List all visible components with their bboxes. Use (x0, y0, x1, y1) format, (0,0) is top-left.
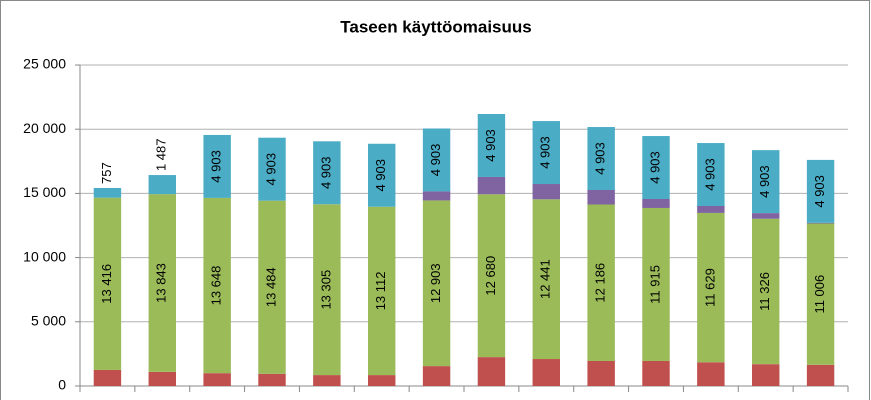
data-label: 13 843 (154, 263, 169, 303)
data-label: 13 484 (263, 267, 278, 307)
data-label: 13 305 (318, 270, 333, 310)
bar-segment (532, 184, 560, 200)
data-label: 4 903 (428, 144, 443, 177)
data-label: 13 112 (373, 272, 388, 311)
bar-segment (806, 364, 835, 386)
bar-segment (697, 362, 725, 386)
data-label: 11 326 (757, 272, 772, 311)
data-label: 11 006 (812, 275, 827, 314)
bar-segment (806, 159, 835, 223)
bar-segment (422, 366, 451, 386)
bar-segment (313, 375, 341, 386)
data-label: 4 903 (812, 175, 827, 208)
bar-segment (642, 198, 670, 208)
bar-segment (806, 222, 835, 224)
data-label: 4 903 (593, 142, 608, 175)
bar-segment (368, 143, 396, 207)
bar-segment (93, 369, 122, 386)
bar-segment (203, 134, 231, 198)
y-tick-label: 0 (58, 377, 66, 393)
bar-segment (368, 206, 396, 376)
data-label: 12 680 (483, 256, 498, 296)
bar-segment (642, 360, 670, 386)
bar-segment (477, 114, 506, 177)
bar-segment (587, 189, 615, 205)
bar-segment (477, 194, 506, 358)
bar-segment (203, 373, 231, 386)
bar-segment (587, 360, 615, 386)
data-label: 4 903 (757, 165, 772, 198)
bar-segment (313, 141, 341, 205)
data-label: 4 903 (647, 151, 662, 184)
data-label: 757 (99, 162, 114, 184)
data-label: 13 648 (209, 266, 224, 306)
bar-segment (422, 200, 451, 367)
data-label: 13 416 (99, 264, 114, 304)
y-tick-label: 10 000 (23, 248, 66, 264)
bar-segment (532, 199, 560, 360)
bar-segment (642, 207, 670, 361)
y-tick-label: 5 000 (31, 313, 66, 329)
data-label: 11 915 (647, 265, 662, 304)
data-label: 4 903 (209, 150, 224, 183)
bar-segment (752, 213, 780, 219)
data-label: 12 903 (428, 263, 443, 303)
bar-segment (258, 200, 286, 374)
bar-segment (93, 197, 122, 370)
bar-segment (203, 197, 231, 374)
data-label: 11 629 (702, 268, 717, 307)
bar-segment (752, 218, 780, 365)
bar-segment (93, 187, 122, 198)
data-label: 4 903 (263, 153, 278, 186)
data-label: 4 903 (318, 156, 333, 189)
data-label: 4 903 (538, 136, 553, 169)
data-label: 4 903 (373, 159, 388, 192)
bar-segment (258, 373, 286, 386)
y-tick-label: 20 000 (23, 120, 66, 136)
bar-segment (148, 194, 176, 372)
data-label: 12 441 (538, 259, 553, 299)
bar-segment (587, 204, 615, 361)
bar-segment (697, 205, 725, 213)
data-label: 4 903 (702, 158, 717, 191)
bar-segment (697, 212, 725, 363)
chart-title: Taseen käyttöomaisuus (340, 17, 531, 36)
data-label: 1 487 (154, 138, 169, 171)
data-label: 4 903 (483, 129, 498, 162)
bar-segment (697, 143, 725, 206)
bar-segment (258, 137, 286, 201)
bar-segment (148, 371, 176, 386)
bar-segment (477, 357, 506, 386)
bar-segment (313, 204, 341, 376)
bar-segment (422, 128, 451, 192)
bar-segment (752, 364, 780, 386)
bar-segment (532, 121, 560, 185)
bar-segment (148, 175, 176, 195)
bar-segment (752, 150, 780, 214)
bar-segment (368, 375, 396, 386)
bar-segment (642, 136, 670, 199)
y-tick-label: 25 000 (23, 56, 66, 72)
y-tick-label: 15 000 (23, 184, 66, 200)
bar-segment (422, 191, 451, 201)
bar-segment (477, 176, 506, 195)
bar-segment (587, 127, 615, 190)
bar-segment (532, 359, 560, 386)
bar-segment (806, 223, 835, 365)
data-label: 12 186 (593, 263, 608, 303)
